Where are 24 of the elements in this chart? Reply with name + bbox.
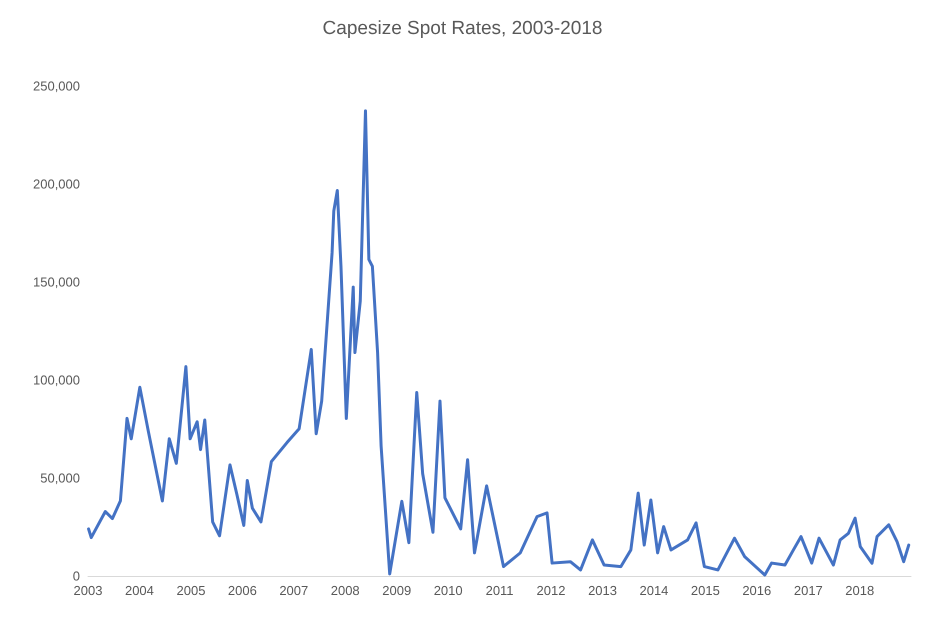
x-tick-label: 2004 bbox=[124, 583, 154, 598]
x-tick-label: 2018 bbox=[845, 583, 874, 598]
x-tick-label: 2017 bbox=[794, 583, 823, 598]
y-tick-label: 250,000 bbox=[33, 78, 80, 94]
x-tick-label: 2007 bbox=[279, 583, 308, 598]
y-tick-label: 100,000 bbox=[33, 372, 80, 388]
x-tick-label: 2014 bbox=[639, 583, 668, 598]
x-tick-label: 2005 bbox=[176, 583, 206, 598]
line-series bbox=[87, 109, 910, 577]
x-tick-label: 2011 bbox=[486, 583, 514, 598]
x-tick-label: 2013 bbox=[588, 583, 617, 598]
chart-title: Capesize Spot Rates, 2003-2018 bbox=[322, 18, 602, 39]
x-tick-label: 2012 bbox=[536, 583, 566, 598]
x-tick-label: 2015 bbox=[690, 583, 720, 598]
x-tick-label: 2008 bbox=[330, 583, 360, 598]
x-tick-label: 2016 bbox=[742, 583, 772, 598]
y-tick-label: 200,000 bbox=[33, 176, 80, 192]
x-tick-label: 2006 bbox=[228, 583, 257, 598]
x-tick-label: 2009 bbox=[382, 583, 412, 598]
x-tick-label: 2003 bbox=[74, 583, 102, 598]
y-tick-label: 0 bbox=[72, 568, 80, 584]
x-tick-label: 2010 bbox=[434, 583, 463, 598]
y-tick-label: 50,000 bbox=[40, 470, 80, 486]
y-tick-label: 150,000 bbox=[33, 274, 80, 290]
